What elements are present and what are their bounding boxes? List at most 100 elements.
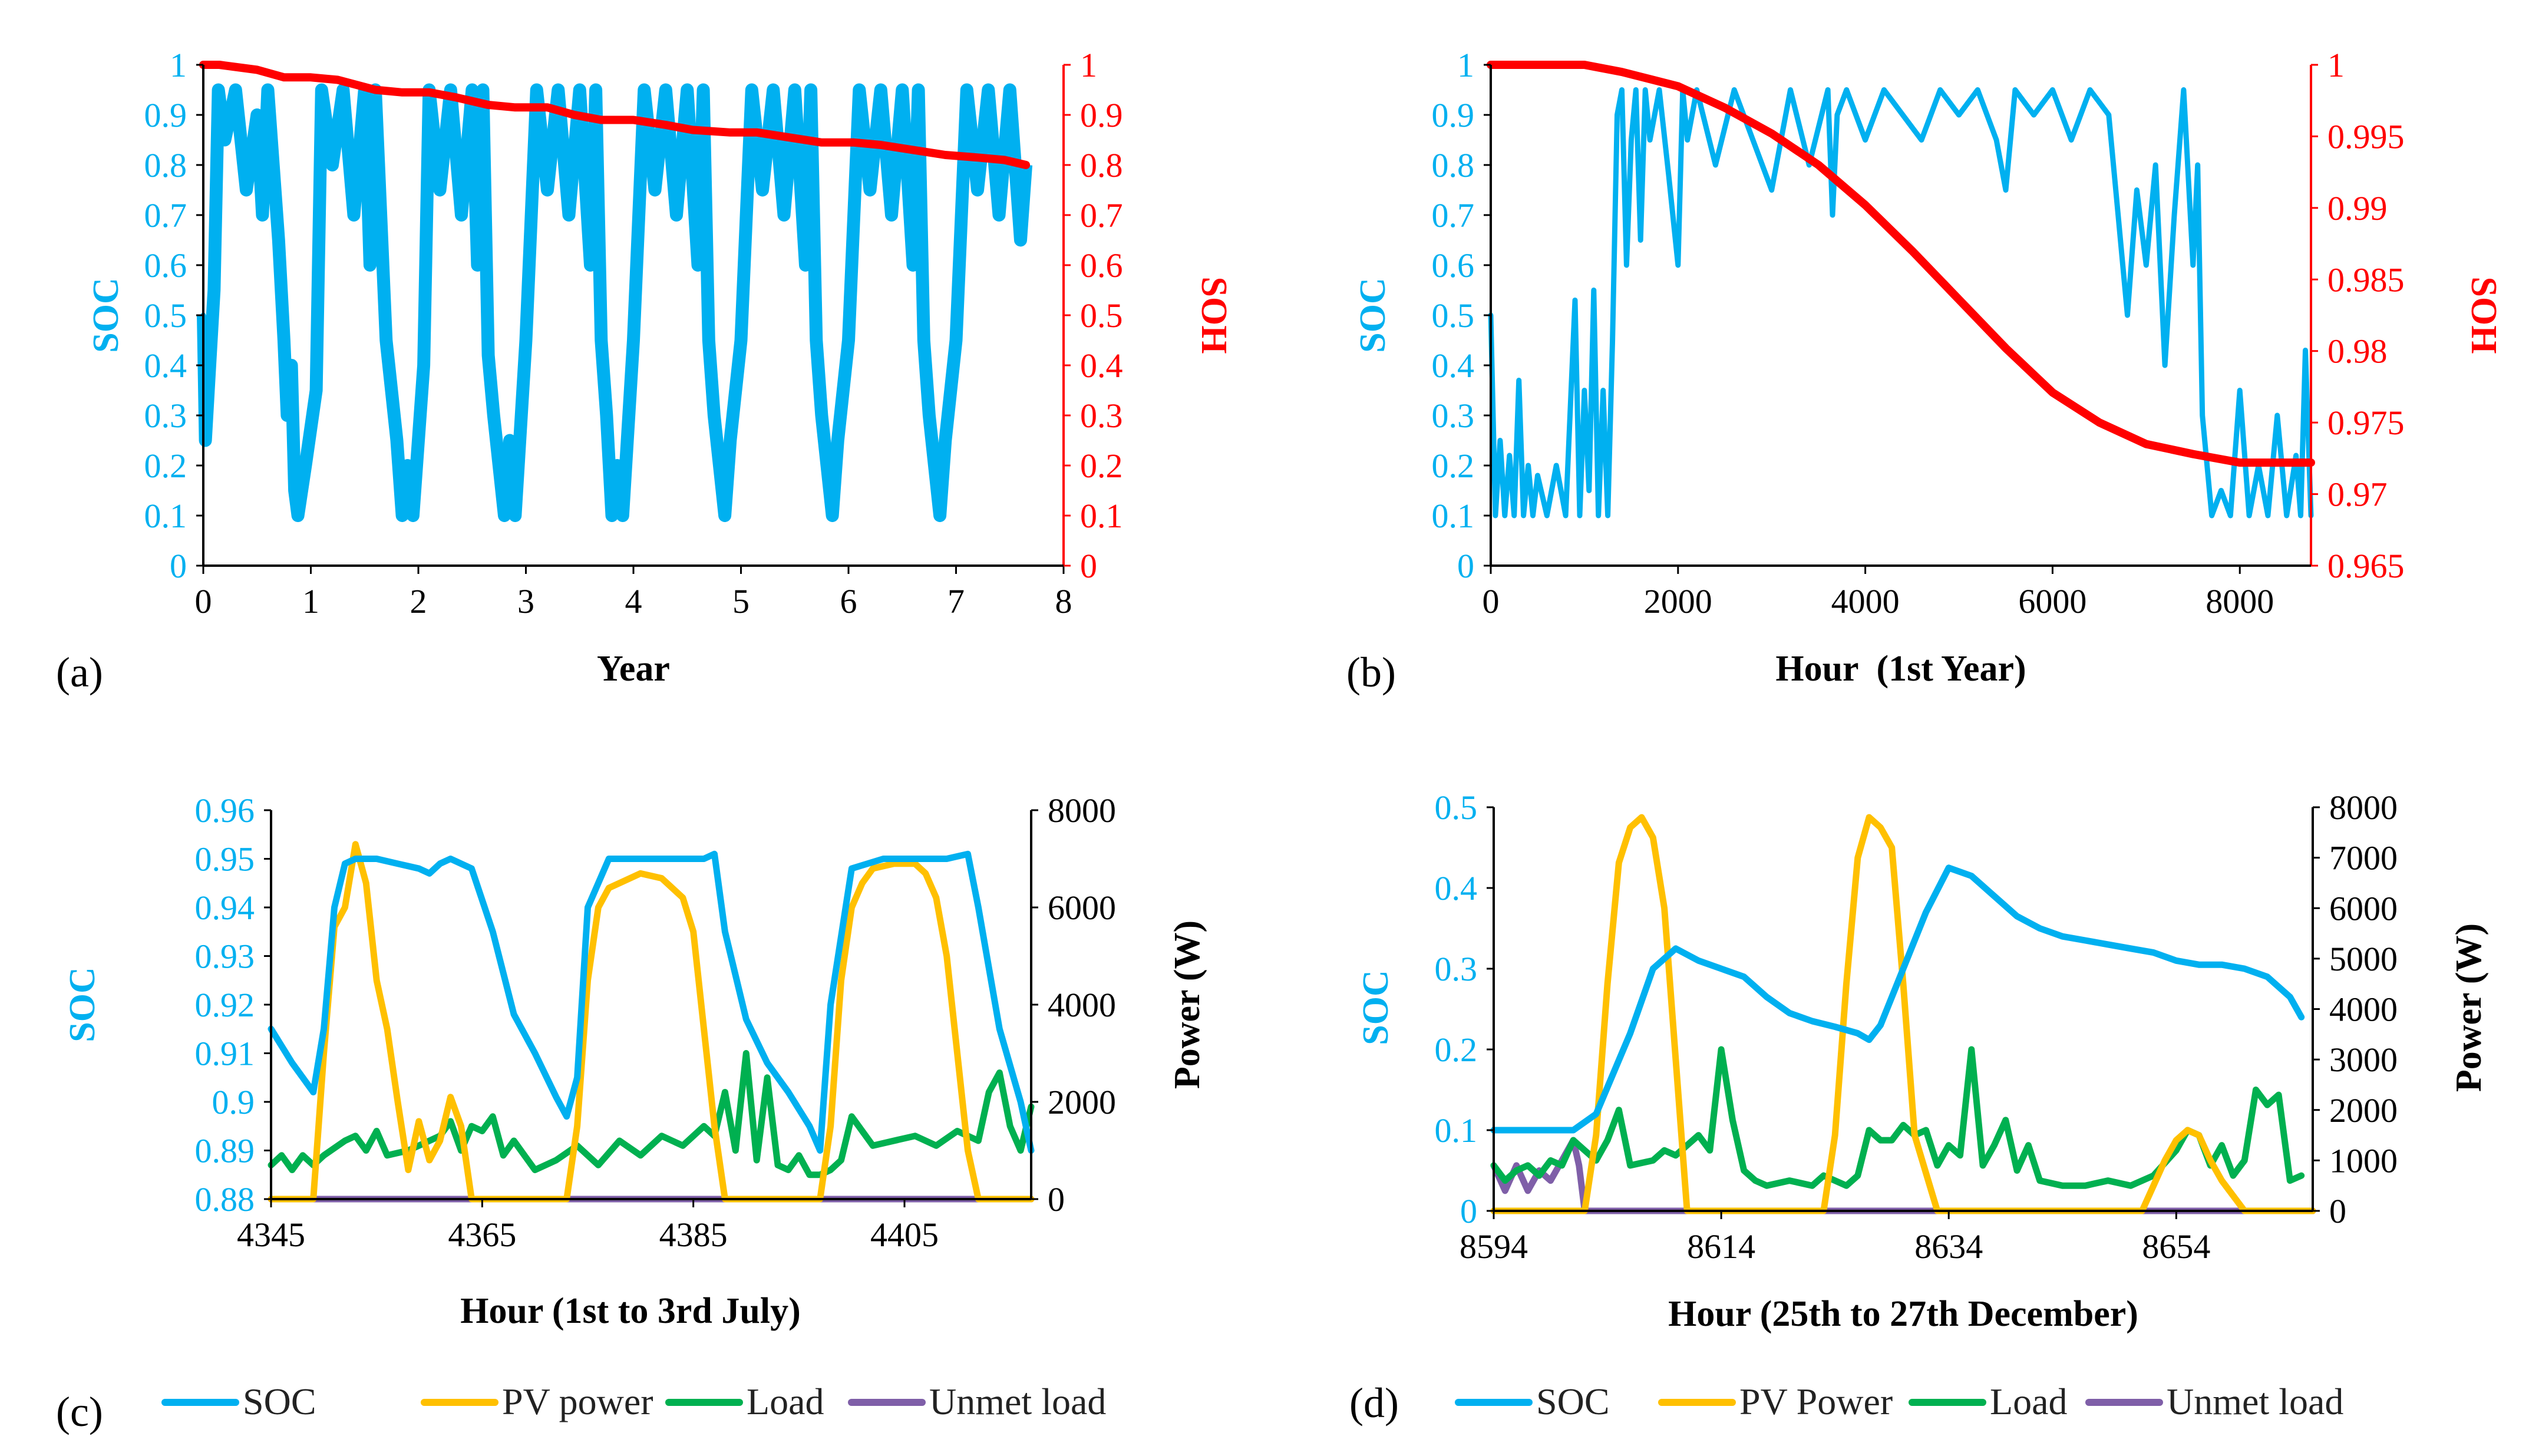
panel-d-legend: SOC PV Power Load Unmet load bbox=[1455, 1381, 2343, 1422]
panel-d-ylabel-right: Power (W) bbox=[2449, 923, 2489, 1092]
panel-a-y-ticks: 0 0.1 0.2 0.3 0.4 0.5 0.6 0.7 0.8 0.9 1 bbox=[144, 46, 203, 585]
panel-b-y-tick-label: 0.4 bbox=[1432, 346, 1475, 385]
panel-b-y2-tick-label: 0.965 bbox=[2327, 547, 2405, 585]
panel-d-series-pv-power bbox=[1490, 814, 2316, 1214]
panel-d-y2-tick-label: 0 bbox=[2329, 1192, 2346, 1230]
panel-b-y2-tick-label: 0.97 bbox=[2327, 476, 2388, 514]
panel-a-y2-tick-label: 0.5 bbox=[1080, 296, 1123, 335]
panel-d-plot bbox=[1490, 814, 2316, 1214]
panel-c-x-tick-label: 4405 bbox=[870, 1216, 939, 1254]
panel-b-y2-tick-label: 0.98 bbox=[2327, 332, 2388, 371]
panel-b-x-tick-label: 2000 bbox=[1644, 582, 1712, 620]
panel-c-y2-tick-label: 2000 bbox=[1048, 1083, 1116, 1121]
panel-c-ylabel: SOC bbox=[62, 967, 103, 1042]
panel-d-y2-tick-label: 4000 bbox=[2329, 991, 2398, 1029]
panel-c-legend-label-pv-power: PV power bbox=[502, 1381, 653, 1422]
panel-a-y-tick-label: 0.3 bbox=[144, 397, 187, 435]
panel-b-x-tick-label: 6000 bbox=[2018, 582, 2086, 620]
panel-c-y-tick-label: 0.94 bbox=[195, 889, 255, 927]
panel-a-ylabel: SOC bbox=[86, 278, 126, 352]
panel-c-legend-label-soc: SOC bbox=[243, 1381, 316, 1422]
panel-b-series-soc bbox=[1488, 87, 2314, 519]
panel-b-xlabel: Hour (1st Year) bbox=[1775, 649, 2026, 689]
panel-b-y-ticks: 0 0.1 0.2 0.3 0.4 0.5 0.6 0.7 0.8 0.9 1 bbox=[1432, 46, 1491, 585]
panel-c-legend: SOC PV power Load Unmet load bbox=[161, 1381, 1106, 1422]
panel-a-series-soh bbox=[199, 61, 1031, 169]
panel-c: 4345 4365 4385 4405 0.88 0.89 0.9 0.91 0.92 0.93… bbox=[56, 791, 1207, 1435]
panel-c-series-load bbox=[268, 1050, 1035, 1178]
panel-a-y-tick-label: 0 bbox=[170, 547, 187, 585]
panel-c-legend-label-load: Load bbox=[747, 1381, 824, 1422]
panel-a-y-tick-label: 0.2 bbox=[144, 447, 187, 485]
panel-d-y2-tick-label: 6000 bbox=[2329, 889, 2398, 927]
panel-c-legend-label-unmet-load: Unmet load bbox=[929, 1381, 1106, 1422]
panel-c-y-tick-label: 0.88 bbox=[195, 1180, 255, 1219]
panel-d-x-tick-label: 8614 bbox=[1687, 1227, 1755, 1266]
panel-d-y2-tick-label: 5000 bbox=[2329, 940, 2398, 978]
panel-d-y-tick-label: 0.5 bbox=[1435, 788, 1478, 827]
panel-c-y2-tick-label: 0 bbox=[1048, 1180, 1065, 1219]
panel-d-x-tick-label: 8594 bbox=[1460, 1227, 1528, 1266]
panel-b-x-tick-label: 0 bbox=[1483, 582, 1500, 620]
panel-a-y-tick-label: 1 bbox=[170, 46, 187, 84]
panel-d-ylabel: SOC bbox=[1356, 970, 1396, 1045]
panel-b-series-soh bbox=[1487, 61, 2315, 467]
panel-d-x-tick-label: 8654 bbox=[2142, 1227, 2210, 1266]
panel-d-y2-tick-label: 3000 bbox=[2329, 1041, 2398, 1079]
panel-c-x-tick-label: 4385 bbox=[659, 1216, 728, 1254]
panel-c-series-soc bbox=[268, 850, 1035, 1154]
panel-a-y2-tick-label: 0.9 bbox=[1080, 96, 1123, 134]
panel-c-series-pv-power bbox=[268, 841, 1035, 1203]
panel-a-y2-tick-label: 0.4 bbox=[1080, 346, 1123, 385]
panel-a-y2-tick-label: 0.6 bbox=[1080, 246, 1123, 285]
panel-a-x-ticks: 0 1 2 3 4 5 6 7 8 bbox=[195, 566, 1072, 620]
panel-b-y2-ticks: 0.965 0.97 0.975 0.98 0.985 0.99 0.995 1 bbox=[2311, 46, 2405, 585]
panel-d-x-ticks: 8594 8614 8634 8654 bbox=[1460, 1211, 2210, 1266]
panel-c-y-tick-label: 0.96 bbox=[195, 791, 255, 830]
panel-d-y-tick-label: 0 bbox=[1460, 1192, 1477, 1230]
panel-d-legend-label-pv-power: PV Power bbox=[1739, 1381, 1893, 1422]
panel-d-xlabel: Hour (25th to 27th December) bbox=[1668, 1294, 2138, 1334]
panel-c-x-ticks: 4345 4365 4385 4405 bbox=[237, 1199, 939, 1254]
panel-a-y-tick-label: 0.7 bbox=[144, 196, 187, 235]
panel-d-y-tick-label: 0.3 bbox=[1435, 950, 1478, 988]
panel-d-y-tick-label: 0.4 bbox=[1435, 869, 1478, 907]
panel-a-plot bbox=[197, 61, 1033, 522]
panel-d-label: (d) bbox=[1349, 1379, 1399, 1427]
panel-a-xlabel: Year bbox=[597, 649, 670, 689]
panel-c-label: (c) bbox=[56, 1388, 103, 1435]
panel-a-y-tick-label: 0.1 bbox=[144, 497, 187, 535]
panel-a-x-tick-label: 3 bbox=[517, 582, 534, 620]
panel-b-y2-tick-label: 0.975 bbox=[2327, 404, 2405, 442]
panel-a-series-soc bbox=[200, 87, 1029, 519]
panel-a-x-tick-label: 2 bbox=[410, 582, 427, 620]
panel-b-x-ticks: 0 2000 4000 6000 8000 bbox=[1483, 566, 2274, 620]
panel-b-y-tick-label: 0.6 bbox=[1432, 246, 1475, 285]
panel-b-ylabel-right: SOH bbox=[2464, 277, 2504, 354]
panel-b-y-tick-label: 0.9 bbox=[1432, 96, 1475, 134]
panel-d-legend-label-soc: SOC bbox=[1536, 1381, 1610, 1422]
panel-a-x-tick-label: 1 bbox=[302, 582, 319, 620]
panel-d-y2-tick-label: 7000 bbox=[2329, 839, 2398, 877]
panel-a-y-tick-label: 0.4 bbox=[144, 346, 187, 385]
panel-a-label: (a) bbox=[56, 649, 103, 696]
panel-b-x-tick-label: 4000 bbox=[1831, 582, 1900, 620]
panel-a-y2-tick-label: 0.8 bbox=[1080, 146, 1123, 184]
panel-b-ylabel: SOC bbox=[1353, 278, 1393, 352]
panel-b-y2-tick-label: 0.99 bbox=[2327, 189, 2388, 227]
panel-a-y2-tick-label: 0.7 bbox=[1080, 196, 1123, 235]
panel-c-y2-tick-label: 4000 bbox=[1048, 986, 1116, 1024]
panel-a-x-tick-label: 4 bbox=[625, 582, 642, 620]
panel-c-y-tick-label: 0.91 bbox=[195, 1035, 255, 1073]
panel-b-y2-tick-label: 0.985 bbox=[2327, 260, 2405, 299]
panel-d-legend-label-load: Load bbox=[1990, 1381, 2068, 1422]
panel-a-y-tick-label: 0.6 bbox=[144, 246, 187, 285]
panel-b-y-tick-label: 1 bbox=[1457, 46, 1474, 84]
panel-b-y-tick-label: 0.3 bbox=[1432, 397, 1475, 435]
panel-a-y2-ticks: 0 0.1 0.2 0.3 0.4 0.5 0.6 0.7 0.8 0.9 1 bbox=[1064, 46, 1123, 585]
panel-d-legend-label-unmet-load: Unmet load bbox=[2167, 1381, 2343, 1422]
panel-a-y-tick-label: 0.9 bbox=[144, 96, 187, 134]
panel-c-y-tick-label: 0.95 bbox=[195, 840, 255, 879]
panel-c-x-tick-label: 4365 bbox=[448, 1216, 516, 1254]
